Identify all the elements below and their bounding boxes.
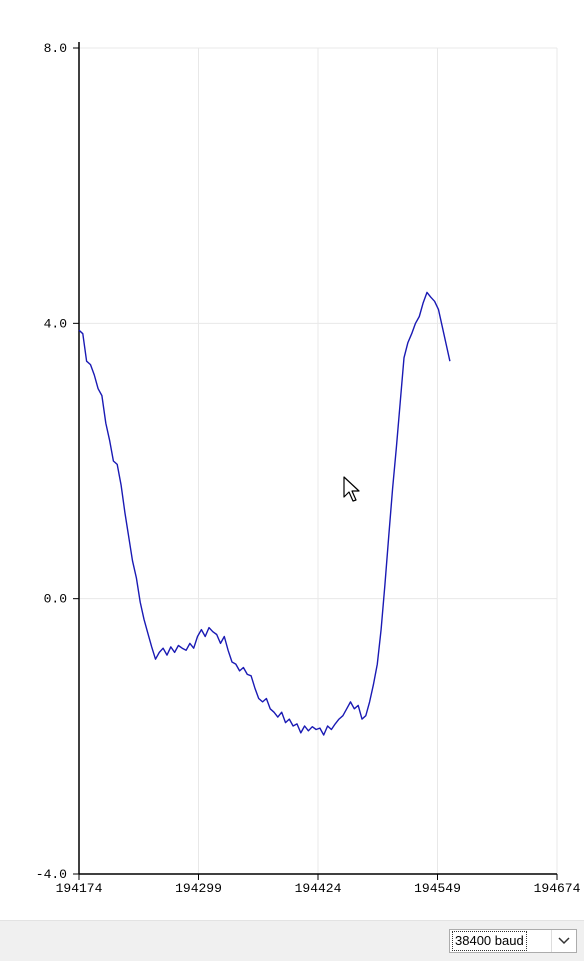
chevron-down-icon[interactable]	[551, 930, 576, 952]
y-tick-label: -4.0	[36, 867, 67, 882]
baud-rate-value: 38400 baud	[452, 931, 527, 951]
tick-labels: -4.0 0.0 4.0 8.0 194174 194299 194424 194549 194…	[36, 41, 581, 896]
y-tick-label: 0.0	[44, 592, 67, 607]
x-tick-label: 194424	[295, 881, 342, 896]
bottom-toolbar: 38400 baud	[0, 920, 584, 961]
line-chart: -4.0 0.0 4.0 8.0 194174 194299 194424 194549 194…	[36, 41, 581, 896]
x-tick-label: 194299	[175, 881, 222, 896]
x-tick-label: 194174	[56, 881, 103, 896]
grid-lines	[79, 47, 558, 875]
baud-rate-select[interactable]: 38400 baud	[449, 929, 577, 953]
x-tick-label: 194549	[414, 881, 461, 896]
mouse-pointer-icon	[343, 476, 360, 502]
y-tick-label: 8.0	[44, 41, 67, 56]
axes	[73, 42, 558, 880]
series-layer	[78, 291, 451, 736]
y-tick-label: 4.0	[44, 316, 67, 331]
plot-area: -4.0 0.0 4.0 8.0 194174 194299 194424 194549 194…	[35, 41, 581, 896]
series-line	[78, 291, 451, 736]
x-tick-label: 194674	[534, 881, 581, 896]
